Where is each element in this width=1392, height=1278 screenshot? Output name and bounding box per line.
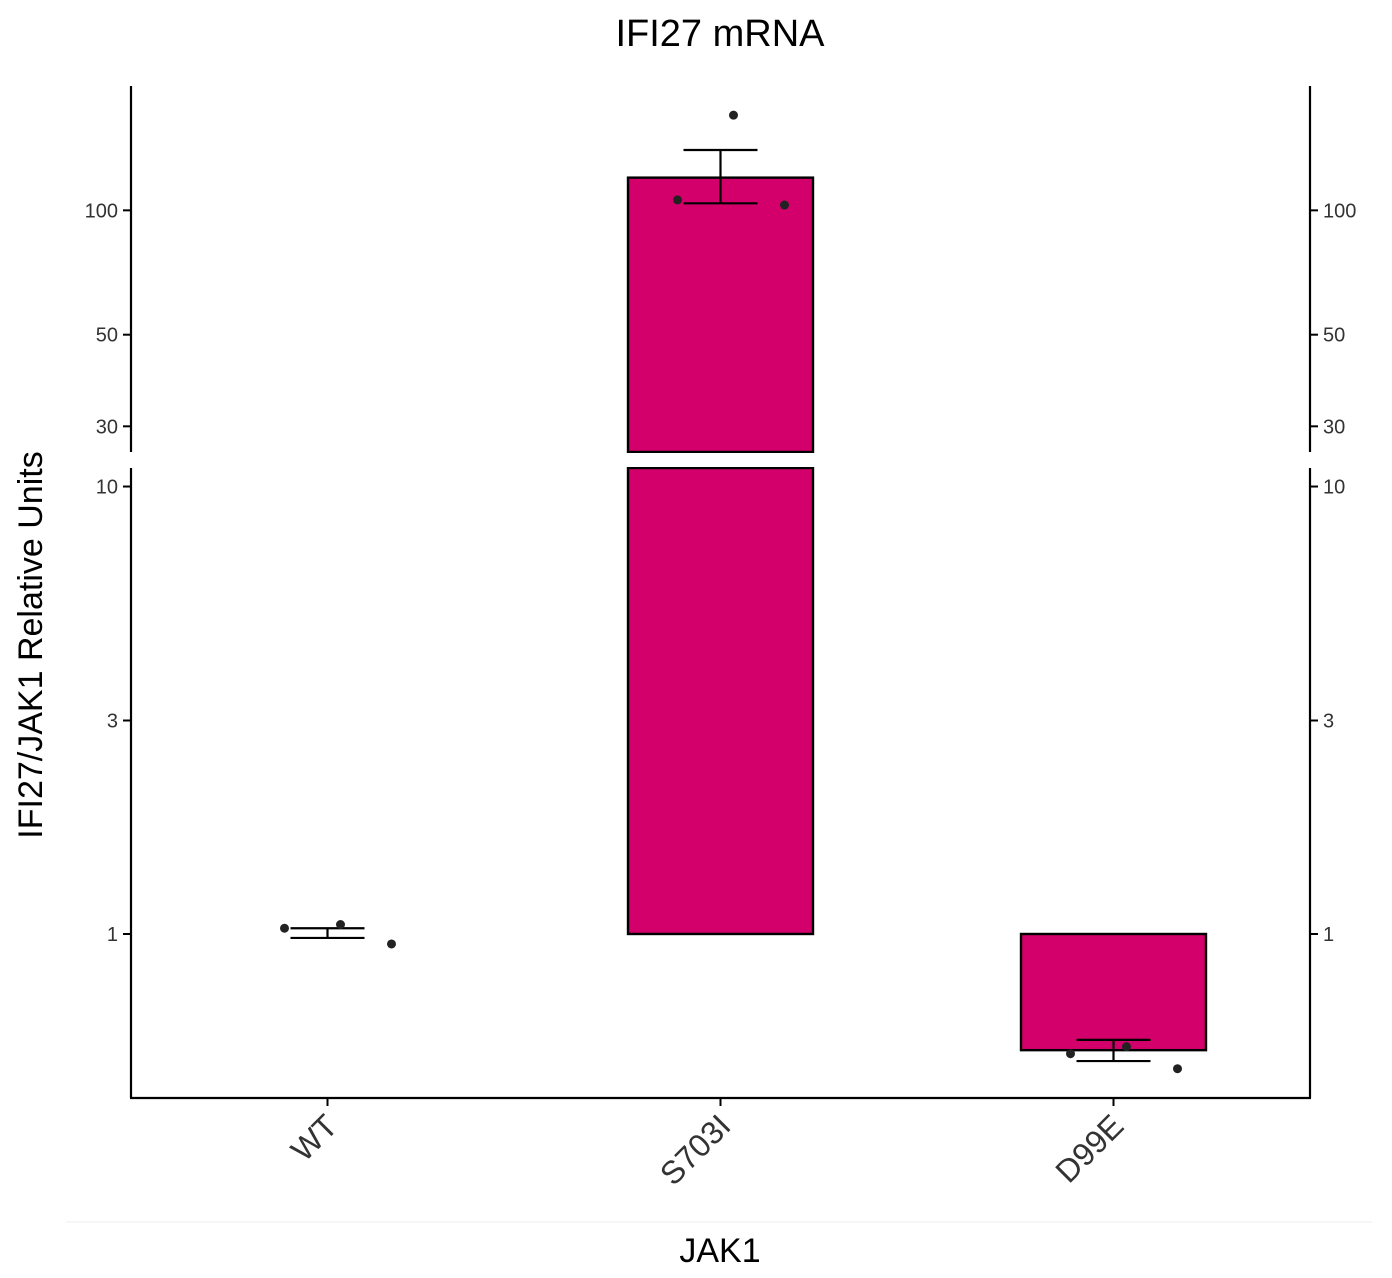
bar-S703I-upper bbox=[626, 176, 815, 454]
data-point-WT bbox=[280, 923, 289, 933]
x-tick-label-WT: WT bbox=[284, 1107, 345, 1168]
y-tick-label-right: 3 bbox=[1323, 710, 1334, 732]
data-point-S703I bbox=[673, 195, 682, 205]
y-tick-label-right: 10 bbox=[1323, 477, 1345, 499]
data-point-D99E bbox=[1122, 1042, 1131, 1052]
data-point-S703I bbox=[729, 110, 738, 120]
y-tick-label-right: 1 bbox=[1323, 924, 1334, 946]
data-point-D99E bbox=[1066, 1049, 1075, 1059]
plot-area: 1 1 3 3 10 10 30 30 50 50 100 100 WT S703I D99E bbox=[66, 86, 1372, 1223]
y-axis-label: IFI27/JAK1 Relative Units bbox=[12, 451, 50, 838]
data-point-WT bbox=[387, 939, 396, 949]
x-tick-label-D99E: D99E bbox=[1048, 1107, 1130, 1189]
y-tick-label-left: 10 bbox=[96, 477, 118, 499]
data-point-D99E bbox=[1173, 1064, 1182, 1074]
x-tick-label-S703I: S703I bbox=[653, 1107, 738, 1192]
y-tick-label-right: 100 bbox=[1323, 200, 1356, 222]
y-tick-label-left: 100 bbox=[85, 200, 118, 222]
y-tick-label-left: 3 bbox=[107, 710, 118, 732]
y-tick-label-right: 50 bbox=[1323, 325, 1345, 347]
y-tick-label-left: 1 bbox=[107, 924, 118, 946]
chart-title: IFI27 mRNA bbox=[615, 13, 825, 55]
y-tick-label-left: 30 bbox=[96, 416, 118, 438]
axis-break-gap bbox=[125, 453, 1316, 467]
x-axis-label: JAK1 bbox=[679, 1232, 760, 1270]
bar-D99E bbox=[1019, 932, 1208, 1052]
bar-S703I-lower bbox=[626, 466, 815, 936]
data-point-S703I bbox=[780, 200, 789, 210]
y-tick-label-right: 30 bbox=[1323, 416, 1345, 438]
data-point-WT bbox=[336, 920, 345, 930]
y-tick-label-left: 50 bbox=[96, 325, 118, 347]
